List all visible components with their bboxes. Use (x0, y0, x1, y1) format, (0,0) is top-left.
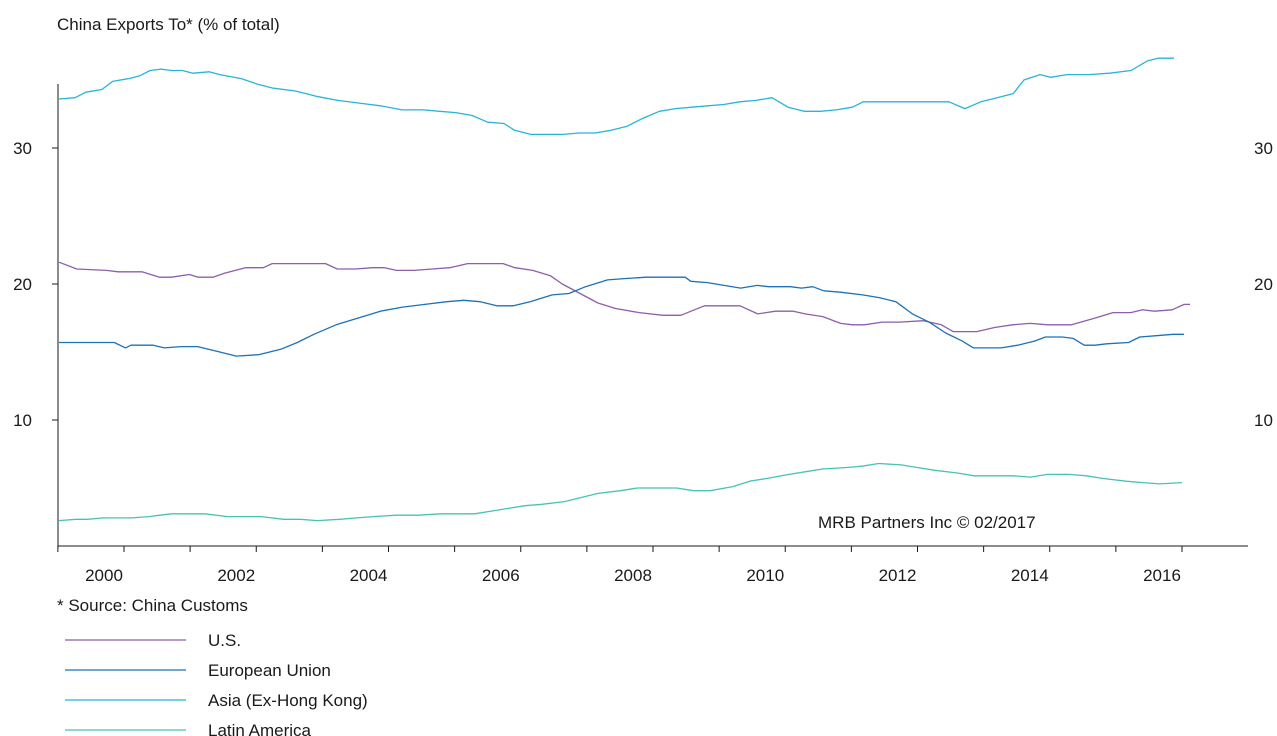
series-group (58, 57, 1190, 522)
axes (57, 84, 1248, 548)
legend-label: Asia (Ex-Hong Kong) (208, 691, 368, 710)
y-tick-label-right: 20 (1254, 275, 1273, 294)
x-tick-label: 2016 (1143, 566, 1181, 585)
series-line-latin-america (58, 462, 1183, 522)
x-tick-label: 2010 (746, 566, 784, 585)
y-tick-label: 30 (13, 139, 32, 158)
x-tick-label: 2008 (614, 566, 652, 585)
x-tick-label: 2014 (1011, 566, 1049, 585)
source-note: * Source: China Customs (57, 596, 248, 615)
x-tick-label: 2000 (85, 566, 123, 585)
legend: U.S. European Union Asia (Ex-Hong Kong) Lat… (65, 631, 368, 736)
y-tick-label-right: 10 (1254, 411, 1273, 430)
x-ticks: 2000 2002 2004 2006 2008 2010 2012 2014 2016 (57, 546, 1183, 585)
series-line-european-union (59, 276, 1184, 357)
y-tick-label-right: 30 (1254, 139, 1273, 158)
legend-label: Latin America (208, 721, 312, 736)
x-tick-label: 2002 (217, 566, 255, 585)
y-ticks: 10 20 30 (13, 139, 58, 430)
x-tick-label: 2004 (350, 566, 388, 585)
y-tick-label: 20 (13, 275, 32, 294)
x-tick-label: 2012 (879, 566, 917, 585)
legend-label: European Union (208, 661, 331, 680)
legend-label: U.S. (208, 631, 241, 650)
series-line-u-s (58, 261, 1190, 333)
chart-title: China Exports To* (% of total) (57, 15, 280, 34)
y-tick-label: 10 (13, 411, 32, 430)
watermark-text: MRB Partners Inc © 02/2017 (818, 513, 1036, 532)
series-line-asia-ex-hong-kong (58, 57, 1174, 136)
x-tick-label: 2006 (482, 566, 520, 585)
y-ticks-right: 10 20 30 (1254, 139, 1273, 430)
